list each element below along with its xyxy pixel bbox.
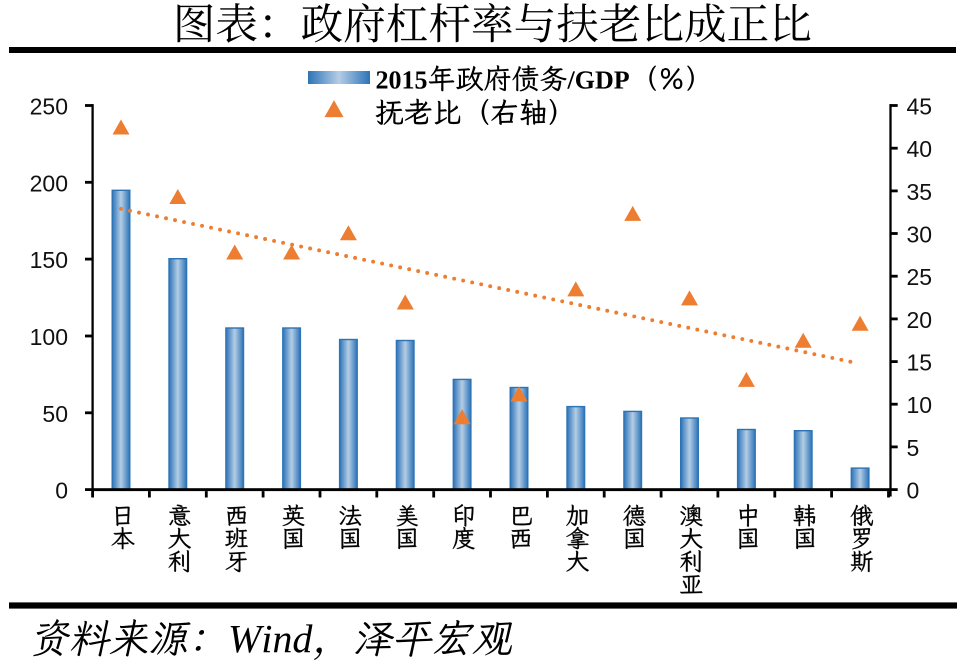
- svg-text:100: 100: [30, 324, 68, 350]
- svg-text:30: 30: [907, 222, 933, 248]
- svg-text:50: 50: [42, 401, 68, 427]
- svg-text:15: 15: [907, 350, 933, 376]
- svg-text:150: 150: [30, 247, 68, 273]
- svg-text:40: 40: [907, 136, 933, 162]
- svg-text:20: 20: [907, 307, 933, 333]
- svg-text:0: 0: [55, 478, 68, 504]
- svg-text:5: 5: [907, 435, 920, 461]
- svg-text:0: 0: [907, 478, 920, 504]
- svg-text:25: 25: [907, 264, 933, 290]
- svg-text:35: 35: [907, 179, 933, 205]
- svg-text:10: 10: [907, 392, 933, 418]
- svg-text:45: 45: [907, 94, 933, 120]
- svg-text:250: 250: [30, 94, 68, 120]
- svg-text:200: 200: [30, 170, 68, 196]
